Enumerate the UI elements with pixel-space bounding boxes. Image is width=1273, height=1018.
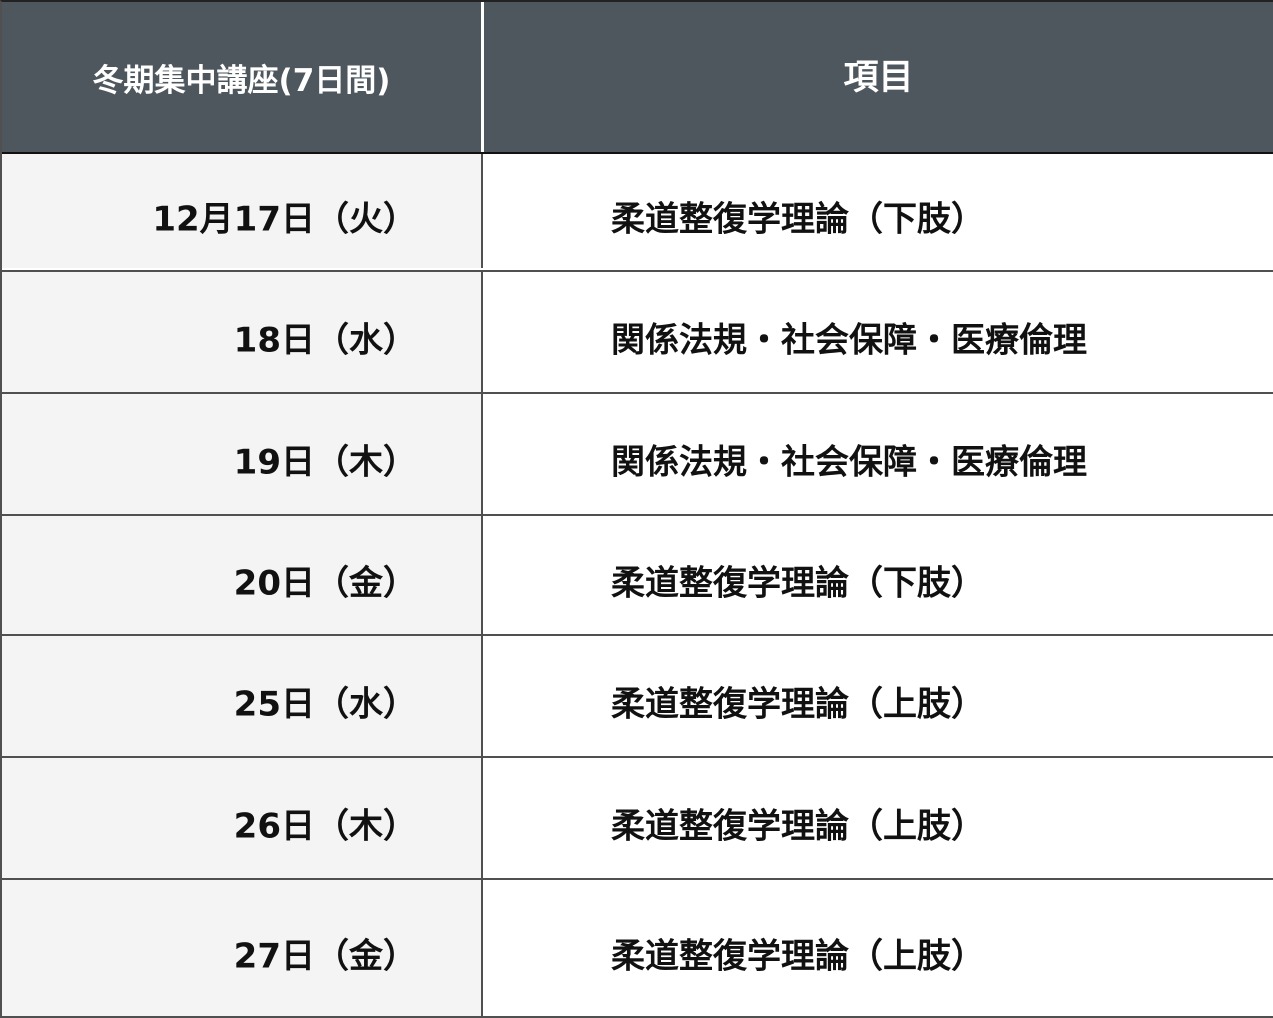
date-cell: 12月17日（火）	[2, 154, 483, 268]
item-cell: 関係法規・社会保障・医療倫理	[483, 272, 1273, 392]
item-text: 柔道整復学理論（下肢）	[611, 563, 985, 604]
date-cell: 20日（金）	[2, 516, 483, 634]
header-divider	[481, 2, 484, 152]
table-header: 冬期集中講座(7日間) 項目	[2, 2, 1273, 155]
date-text: 27日（金）	[233, 936, 417, 977]
item-text: 柔道整復学理論（下肢）	[611, 199, 985, 240]
table-row: 18日（水） 関係法規・社会保障・医療倫理	[2, 270, 1273, 392]
date-text: 26日（木）	[233, 806, 417, 847]
item-cell: 柔道整復学理論（上肢）	[483, 880, 1273, 1016]
item-cell: 柔道整復学理論（下肢）	[483, 516, 1273, 634]
item-text: 関係法規・社会保障・医療倫理	[611, 442, 1087, 483]
date-cell: 18日（水）	[2, 272, 483, 392]
item-cell: 柔道整復学理論（下肢）	[483, 154, 1273, 268]
date-text: 18日（水）	[233, 320, 417, 361]
date-cell: 25日（水）	[2, 636, 483, 756]
table-row: 20日（金） 柔道整復学理論（下肢）	[2, 514, 1273, 634]
table-row: 12月17日（火） 柔道整復学理論（下肢）	[2, 154, 1273, 268]
date-cell: 26日（木）	[2, 758, 483, 878]
date-text: 20日（金）	[233, 563, 417, 604]
item-text: 関係法規・社会保障・医療倫理	[611, 320, 1087, 361]
header-course: 冬期集中講座(7日間)	[92, 62, 391, 99]
header-item: 項目	[843, 57, 914, 98]
date-cell: 19日（木）	[2, 394, 483, 514]
item-cell: 柔道整復学理論（上肢）	[483, 758, 1273, 878]
date-text: 25日（水）	[233, 684, 417, 725]
item-cell: 関係法規・社会保障・医療倫理	[483, 394, 1273, 514]
item-text: 柔道整復学理論（上肢）	[611, 806, 985, 847]
date-text: 19日（木）	[233, 442, 417, 483]
item-text: 柔道整復学理論（上肢）	[611, 936, 985, 977]
date-text: 12月17日（火）	[152, 199, 417, 240]
item-text: 柔道整復学理論（上肢）	[611, 684, 985, 725]
date-cell: 27日（金）	[2, 880, 483, 1016]
table-row: 26日（木） 柔道整復学理論（上肢）	[2, 756, 1273, 878]
item-cell: 柔道整復学理論（上肢）	[483, 636, 1273, 756]
table-row: 27日（金） 柔道整復学理論（上肢）	[2, 878, 1273, 1016]
table-row: 25日（水） 柔道整復学理論（上肢）	[2, 634, 1273, 756]
table-row: 19日（木） 関係法規・社会保障・医療倫理	[2, 392, 1273, 514]
